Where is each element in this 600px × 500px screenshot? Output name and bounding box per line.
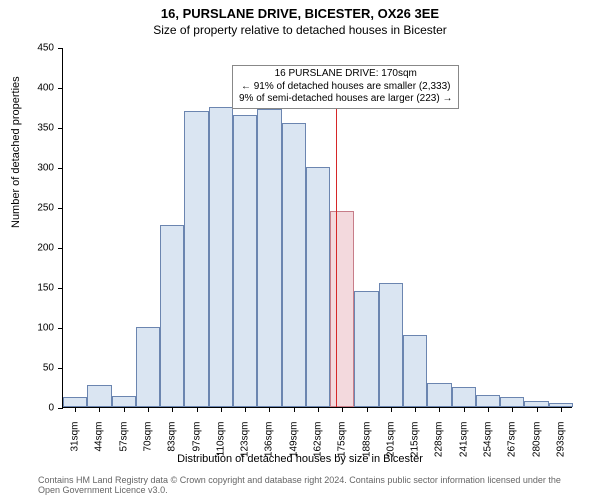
y-tick-mark (58, 408, 63, 409)
x-tick-mark (512, 407, 513, 412)
x-tick-mark (269, 407, 270, 412)
histogram-bar (330, 211, 354, 407)
y-tick-label: 0 (14, 403, 54, 414)
histogram-bar (427, 383, 451, 407)
histogram-bar (403, 335, 427, 407)
x-tick-mark (439, 407, 440, 412)
x-tick-mark (75, 407, 76, 412)
y-tick-label: 450 (14, 43, 54, 54)
x-tick-mark (221, 407, 222, 412)
histogram-bar (476, 395, 500, 407)
histogram-bar (233, 115, 257, 407)
annotation-box: 16 PURSLANE DRIVE: 170sqm ← 91% of detac… (232, 65, 459, 109)
annotation-line2: ← 91% of detached houses are smaller (2,… (239, 81, 452, 94)
y-tick-label: 100 (14, 323, 54, 334)
x-tick-mark (561, 407, 562, 412)
histogram-bar (209, 107, 233, 407)
x-tick-mark (342, 407, 343, 412)
chart-area: 05010015020025030035040045031sqm44sqm57s… (62, 48, 572, 408)
histogram-bar (500, 397, 524, 407)
y-tick-mark (58, 168, 63, 169)
x-tick-mark (367, 407, 368, 412)
y-tick-mark (58, 208, 63, 209)
histogram-bar (452, 387, 476, 407)
histogram-bar (354, 291, 378, 407)
y-tick-mark (58, 248, 63, 249)
page-subtitle: Size of property relative to detached ho… (0, 21, 600, 37)
y-tick-label: 50 (14, 363, 54, 374)
marker-line (336, 87, 337, 407)
y-tick-label: 200 (14, 243, 54, 254)
histogram-bar (379, 283, 403, 407)
y-tick-mark (58, 48, 63, 49)
y-tick-mark (58, 128, 63, 129)
histogram-bar (112, 396, 136, 407)
x-tick-mark (124, 407, 125, 412)
histogram-bar (160, 225, 184, 407)
x-tick-mark (391, 407, 392, 412)
x-tick-mark (245, 407, 246, 412)
x-tick-mark (172, 407, 173, 412)
x-tick-mark (464, 407, 465, 412)
x-tick-mark (294, 407, 295, 412)
x-tick-mark (415, 407, 416, 412)
x-tick-mark (488, 407, 489, 412)
histogram-bar (87, 385, 111, 407)
histogram-bar (282, 123, 306, 407)
x-tick-mark (537, 407, 538, 412)
histogram-bar (136, 327, 160, 407)
y-tick-label: 400 (14, 83, 54, 94)
histogram-bar (257, 109, 281, 407)
x-tick-mark (99, 407, 100, 412)
footnote: Contains HM Land Registry data © Crown c… (38, 476, 578, 496)
x-axis-label: Distribution of detached houses by size … (0, 453, 600, 465)
x-tick-mark (318, 407, 319, 412)
histogram-bar (184, 111, 208, 407)
y-tick-mark (58, 288, 63, 289)
page-title: 16, PURSLANE DRIVE, BICESTER, OX26 3EE (0, 0, 600, 21)
y-tick-label: 150 (14, 283, 54, 294)
y-tick-label: 250 (14, 203, 54, 214)
y-tick-label: 350 (14, 123, 54, 134)
annotation-line3: 9% of semi-detached houses are larger (2… (239, 93, 452, 106)
x-tick-mark (148, 407, 149, 412)
y-tick-label: 300 (14, 163, 54, 174)
y-tick-mark (58, 368, 63, 369)
x-tick-mark (197, 407, 198, 412)
histogram-bar (63, 397, 87, 407)
y-tick-mark (58, 88, 63, 89)
annotation-line1: 16 PURSLANE DRIVE: 170sqm (239, 68, 452, 81)
histogram-bar (306, 167, 330, 407)
y-tick-mark (58, 328, 63, 329)
